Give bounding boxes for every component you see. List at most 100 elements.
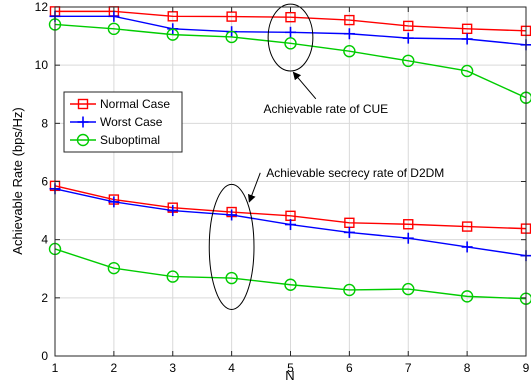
data-point [284,37,297,50]
circle-marker [166,28,179,41]
data-point [166,270,179,283]
series-line [54,185,527,230]
circle-marker [225,271,238,285]
y-tick-label: 6 [41,175,48,189]
legend-marker [77,98,89,110]
annotation-arrow [292,71,317,100]
data-point [343,226,355,238]
y-tick-label: 10 [35,58,49,72]
data-point [285,11,296,23]
data-point [344,14,355,26]
square-marker [344,14,355,26]
data-point [226,11,237,22]
circle-marker [402,282,415,296]
x-tick-label: 2 [111,361,118,375]
annotation-ellipse [208,183,255,310]
data-point [285,219,296,231]
y-tick-label: 0 [41,349,48,363]
y-tick-label: 2 [41,291,48,305]
legend-marker [76,133,90,147]
legend-label: Worst Case [100,115,163,129]
circle-marker [460,290,474,303]
legend-marker [77,116,89,128]
data-point [225,30,238,44]
data-point [284,278,297,291]
annotation-ellipse [267,3,314,72]
legend-item-suboptimal: Suboptimal [70,133,160,147]
circle-marker [107,261,121,275]
x-tick-label: 4 [228,361,235,375]
data-point [107,261,121,275]
series-cue-normal-case [49,6,531,37]
y-axis-label: Achievable Rate (bps/Hz) [10,107,25,254]
circle-marker [166,270,179,283]
square-marker [461,221,473,232]
circle-marker [402,54,415,68]
circle-marker [284,278,297,291]
x-tick-label: 1 [52,361,59,375]
legend: Normal Case Worst Case Suboptimal [63,91,183,153]
circle-marker [460,64,474,78]
y-tick-label: 12 [35,0,49,14]
legend-item-worst-case: Worst Case [70,115,163,129]
data-point [108,196,120,208]
data-point [403,219,414,230]
circle-marker [343,45,356,58]
square-marker [285,11,296,23]
series-line [54,23,527,99]
data-point [461,221,473,232]
annotation-label: Achievable rate of CUE [263,102,388,116]
data-point [403,20,414,32]
square-marker [461,23,473,35]
data-point [108,10,120,22]
square-marker [77,98,89,110]
circle-marker [225,30,238,44]
y-tick-label: 8 [41,116,48,130]
square-marker [226,11,237,22]
data-point [226,209,238,221]
x-tick-label: 3 [169,361,176,375]
data-point [460,64,474,78]
data-point [461,241,473,253]
data-point [167,205,179,217]
x-tick-label: 8 [464,361,471,375]
data-point [402,32,414,44]
legend-item-normal-case: Normal Case [70,97,170,111]
series-layer [48,6,531,305]
square-marker [403,20,414,32]
data-point [461,33,473,45]
annotation-layer: Achievable rate of CUE Achievable secrecy… [208,3,444,310]
data-point [285,26,296,38]
x-tick-label: 9 [523,361,530,375]
data-point [166,28,179,41]
annotation-arrow [248,172,261,203]
data-point [402,232,414,244]
circle-marker [343,283,356,297]
circle-marker [284,37,297,50]
x-axis-label: N [285,368,294,383]
series-line [54,248,527,300]
x-tick-label: 5 [287,361,294,375]
data-point [461,23,473,35]
x-tick-label: 7 [405,361,412,375]
annotation-2: Achievable secrecy rate of D2DM [208,166,444,310]
data-point [460,290,474,303]
data-point [343,283,356,297]
circle-marker [76,133,90,147]
data-point [402,282,415,296]
annotation-1: Achievable rate of CUE [263,3,388,116]
data-point [343,45,356,58]
series-line [55,10,527,32]
annotation-label: Achievable secrecy rate of D2DM [266,166,444,180]
circle-marker [107,22,121,36]
legend-label: Suboptimal [100,133,160,147]
legend-label: Normal Case [100,97,170,111]
data-point [343,28,355,40]
data-point [225,271,238,285]
square-marker [403,219,414,230]
data-point [107,22,121,36]
data-point [402,54,415,68]
y-tick-label: 4 [41,233,48,247]
